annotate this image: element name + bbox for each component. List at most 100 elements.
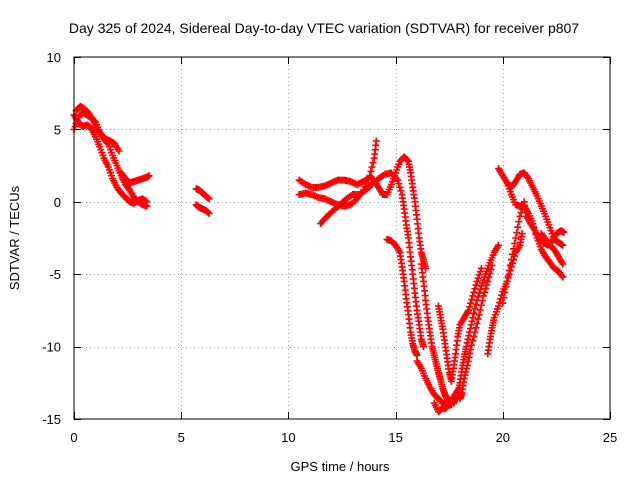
series-track-n [434,264,485,385]
data-point [471,305,479,313]
series-track-s [537,230,567,268]
series-track-i [317,169,427,351]
series-track-e [192,185,213,203]
y-tick-label: 5 [54,122,61,137]
data-point [477,301,485,309]
data-point [461,371,469,379]
data-point [466,303,474,311]
data-point [471,328,479,336]
data-point [468,296,476,304]
y-tick-label: -10 [42,340,61,355]
y-tick-label: -15 [42,412,61,427]
data-point [476,306,484,314]
series-track-r [499,198,568,307]
data-point [482,285,490,293]
data-point [478,297,486,305]
data-point [485,273,493,281]
data-point [368,163,376,171]
data-point [506,261,514,269]
data-point [500,294,508,302]
data-point [467,299,475,307]
data-point [462,368,470,376]
data-point [369,159,377,167]
data-point [395,180,403,188]
data-point [467,345,475,353]
data-point [512,234,520,242]
series-track-f [192,201,213,217]
data-point [511,239,519,247]
data-point [486,269,494,277]
data-point [469,292,477,300]
data-point [558,272,566,280]
data-point [419,343,427,351]
data-point [473,319,481,327]
data-point [475,271,483,279]
data-point [115,147,123,155]
data-point [464,357,472,365]
y-tick-label: 10 [47,50,61,65]
data-point [473,277,481,285]
data-point [394,176,402,184]
data-point [495,241,503,249]
data-point [463,365,471,373]
data-point [475,311,483,319]
data-point [480,292,488,300]
data-point [462,343,470,351]
grid-lines [74,57,610,419]
data-point [367,167,375,175]
data-point [510,245,518,253]
plot-frame [73,56,611,420]
data-point [559,273,567,281]
data-point [505,267,513,275]
data-point [513,229,521,237]
series-track-c [70,111,151,207]
y-tick-label: 0 [54,195,61,210]
data-point [484,277,492,285]
data-point [488,262,496,270]
x-tick-label: 25 [603,430,617,445]
x-tick-label: 20 [496,430,510,445]
x-tick-label: 10 [281,430,295,445]
data-point [471,285,479,293]
series-track-j [383,235,421,359]
data-point [483,281,491,289]
data-point [476,268,484,276]
data-point [474,315,482,323]
data-point [467,321,475,329]
y-tick-label: -5 [49,267,61,282]
x-tick-label: 15 [388,430,402,445]
data-point [205,209,213,217]
data-point [487,265,495,273]
data-point [403,156,411,164]
data-point [472,281,480,289]
data-point [366,172,374,180]
data-point [477,264,485,272]
data-point [463,339,471,347]
data-point [447,401,455,409]
data-point [469,337,477,345]
data-point [464,306,472,314]
x-axis-label: GPS time / hours [291,459,390,474]
data-point [507,256,515,264]
data-point [460,374,468,382]
y-axis-label: SDTVAR / TECUs [7,185,22,290]
data-point [205,195,213,203]
tick-labels: 0 5 10 15 20 25 -15 -10 -5 0 5 10 [42,50,617,445]
data-point [559,241,567,249]
data-point [499,299,507,307]
data-point [470,332,478,340]
data-point [468,341,476,349]
data-point [504,272,512,280]
data-point [501,288,509,296]
data-point [465,353,473,361]
data-point [470,288,478,296]
data-point [469,314,477,322]
data-point [466,349,474,357]
data-point [518,230,526,238]
series-track-g [295,153,430,272]
series-track-m [413,357,455,410]
data-point [372,137,380,145]
data-points [70,102,568,416]
